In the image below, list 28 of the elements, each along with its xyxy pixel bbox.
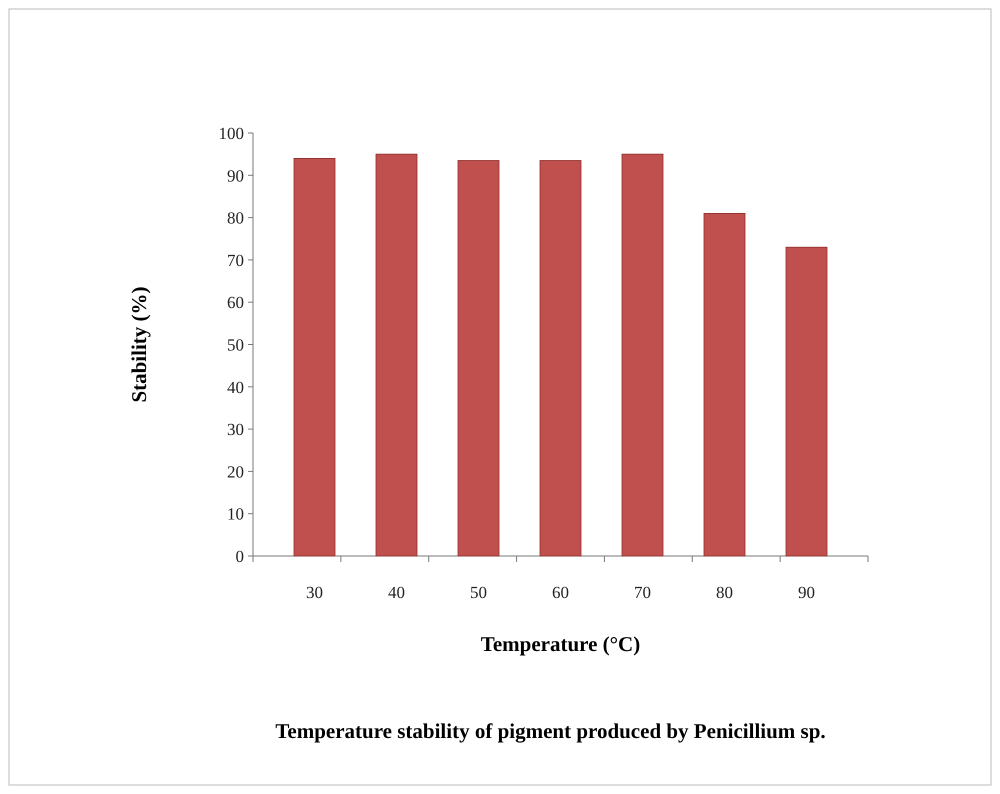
bar [622, 154, 664, 556]
y-tick-label: 0 [236, 546, 244, 566]
y-tick-label: 20 [227, 462, 244, 482]
y-tick-label: 10 [227, 504, 244, 524]
y-tick-label: 100 [218, 124, 244, 143]
x-tick-label: 80 [716, 583, 733, 602]
bar [294, 158, 336, 556]
y-tick-label: 80 [227, 208, 244, 228]
y-axis-title: Stability (%) [127, 286, 151, 403]
bar [540, 160, 582, 556]
y-tick-label: 70 [227, 250, 244, 270]
x-tick-label: 50 [470, 583, 487, 602]
y-tick-label: 40 [227, 378, 244, 397]
y-tick-label: 90 [227, 166, 244, 186]
y-tick-label: 30 [227, 420, 244, 440]
x-tick-label: 40 [388, 583, 405, 602]
x-tick-label: 90 [798, 583, 815, 602]
y-tick-label: 50 [227, 335, 244, 354]
y-tick-label: 60 [227, 293, 244, 312]
x-axis-title: Temperature (°C) [480, 632, 640, 656]
x-tick-label: 30 [306, 583, 323, 602]
bar [376, 154, 418, 556]
bar [458, 160, 500, 556]
text: Temperature stability of pigment produced by Penicillium sp. [275, 719, 826, 743]
x-tick-label: 60 [552, 583, 569, 602]
bar [786, 246, 828, 556]
x-tick-label: 70 [634, 583, 651, 602]
bar [704, 212, 746, 556]
